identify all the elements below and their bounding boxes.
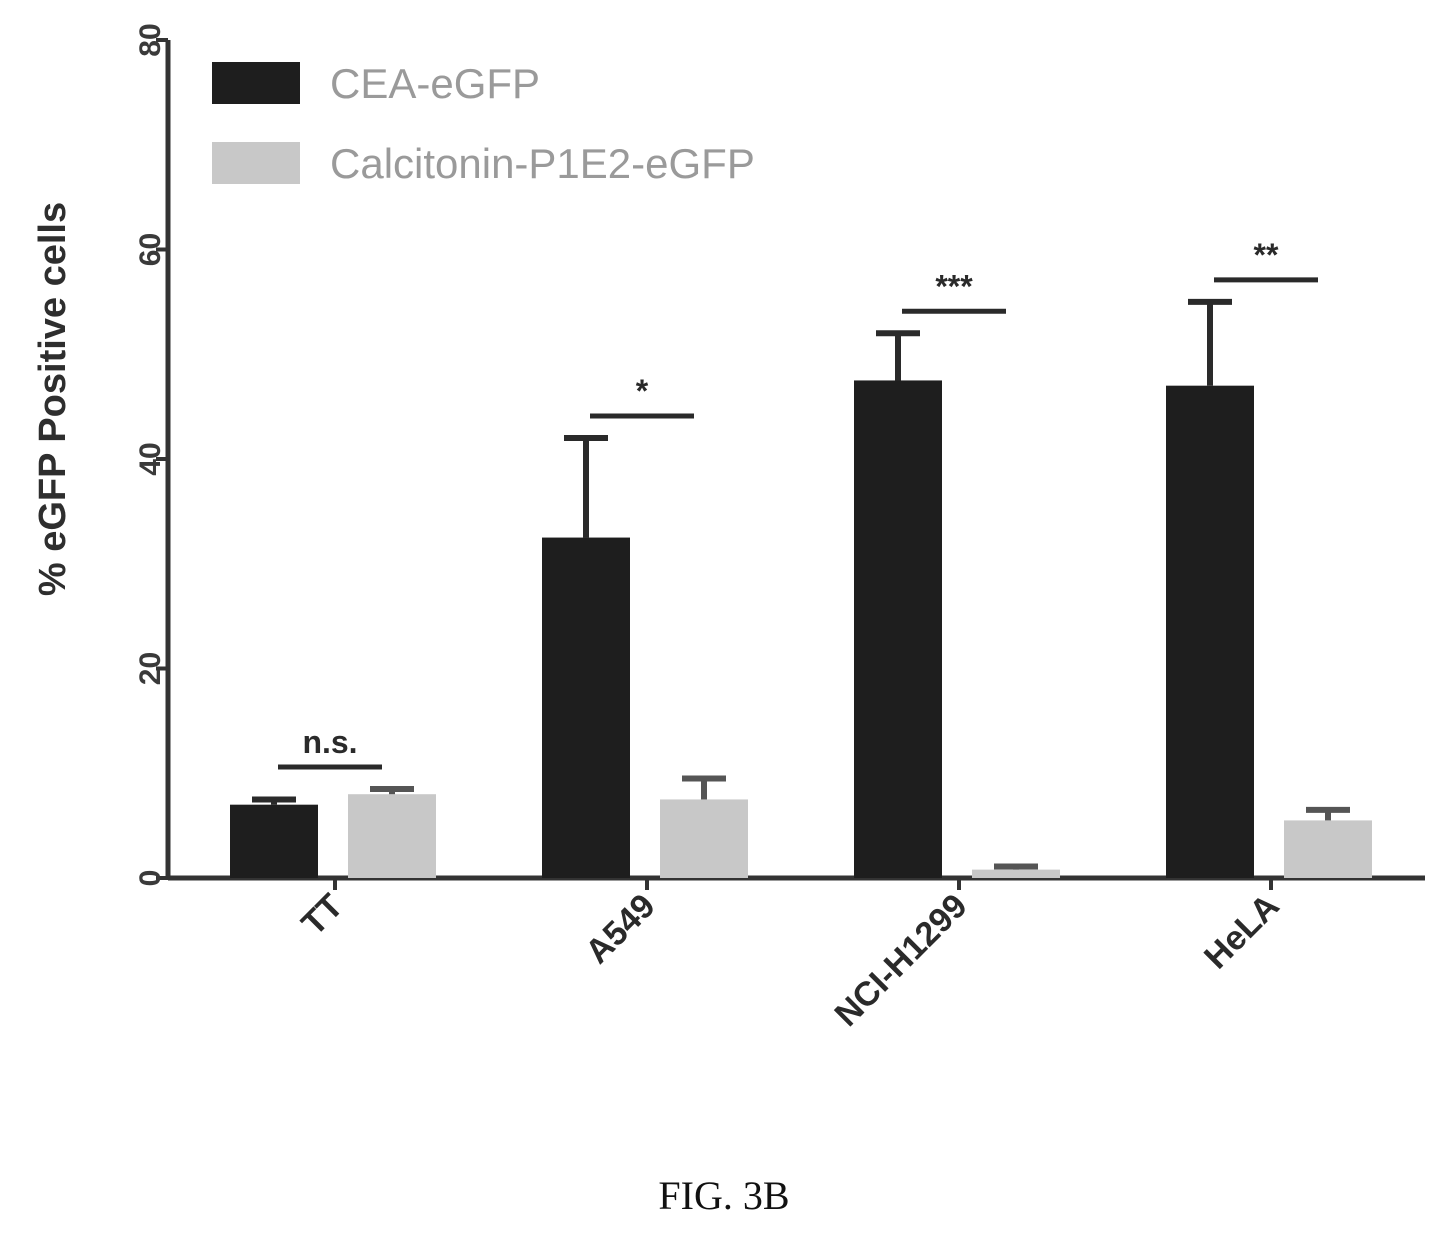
bar-chart: 0 20 40 60 80 % eGFP Positive cells n.s. TT * A54…	[32, 23, 1425, 1034]
legend-swatch-calcitonin-p1e2-egfp	[212, 142, 300, 184]
bar-cea-egfp	[854, 380, 942, 878]
y-tick-label: 40	[134, 442, 167, 475]
significance-label: *	[636, 373, 649, 409]
bar-cea-egfp	[230, 804, 318, 878]
bar-calcitonin-p1e2-egfp	[348, 794, 436, 878]
significance-label: n.s.	[302, 724, 357, 760]
x-category-label: A549	[578, 887, 662, 971]
bar-cea-egfp	[1166, 385, 1254, 878]
chart-legend: CEA-eGFP Calcitonin-P1E2-eGFP	[212, 60, 755, 187]
significance-label: ***	[935, 268, 973, 304]
y-tick-label: 0	[134, 870, 167, 887]
y-tick-label: 20	[134, 652, 167, 685]
bar-calcitonin-p1e2-egfp	[660, 799, 748, 878]
figure-caption: FIG. 3B	[658, 1173, 790, 1218]
legend-swatch-cea-egfp	[212, 62, 300, 104]
legend-label-cea-egfp: CEA-eGFP	[330, 60, 540, 107]
bar-calcitonin-p1e2-egfp	[972, 869, 1060, 878]
x-category-label: HeLA	[1197, 887, 1287, 977]
y-tick-label: 80	[134, 23, 167, 56]
bar-calcitonin-p1e2-egfp	[1284, 820, 1372, 878]
y-axis-title: % eGFP Positive cells	[32, 202, 74, 596]
bar-cea-egfp	[542, 537, 630, 878]
legend-label-calcitonin-p1e2-egfp: Calcitonin-P1E2-eGFP	[330, 140, 755, 187]
x-category-label: TT	[294, 887, 350, 943]
x-category-label: NCI-H1299	[828, 887, 975, 1034]
y-tick-label: 60	[134, 233, 167, 266]
chart-bars	[230, 277, 1372, 878]
significance-label: **	[1254, 237, 1279, 273]
